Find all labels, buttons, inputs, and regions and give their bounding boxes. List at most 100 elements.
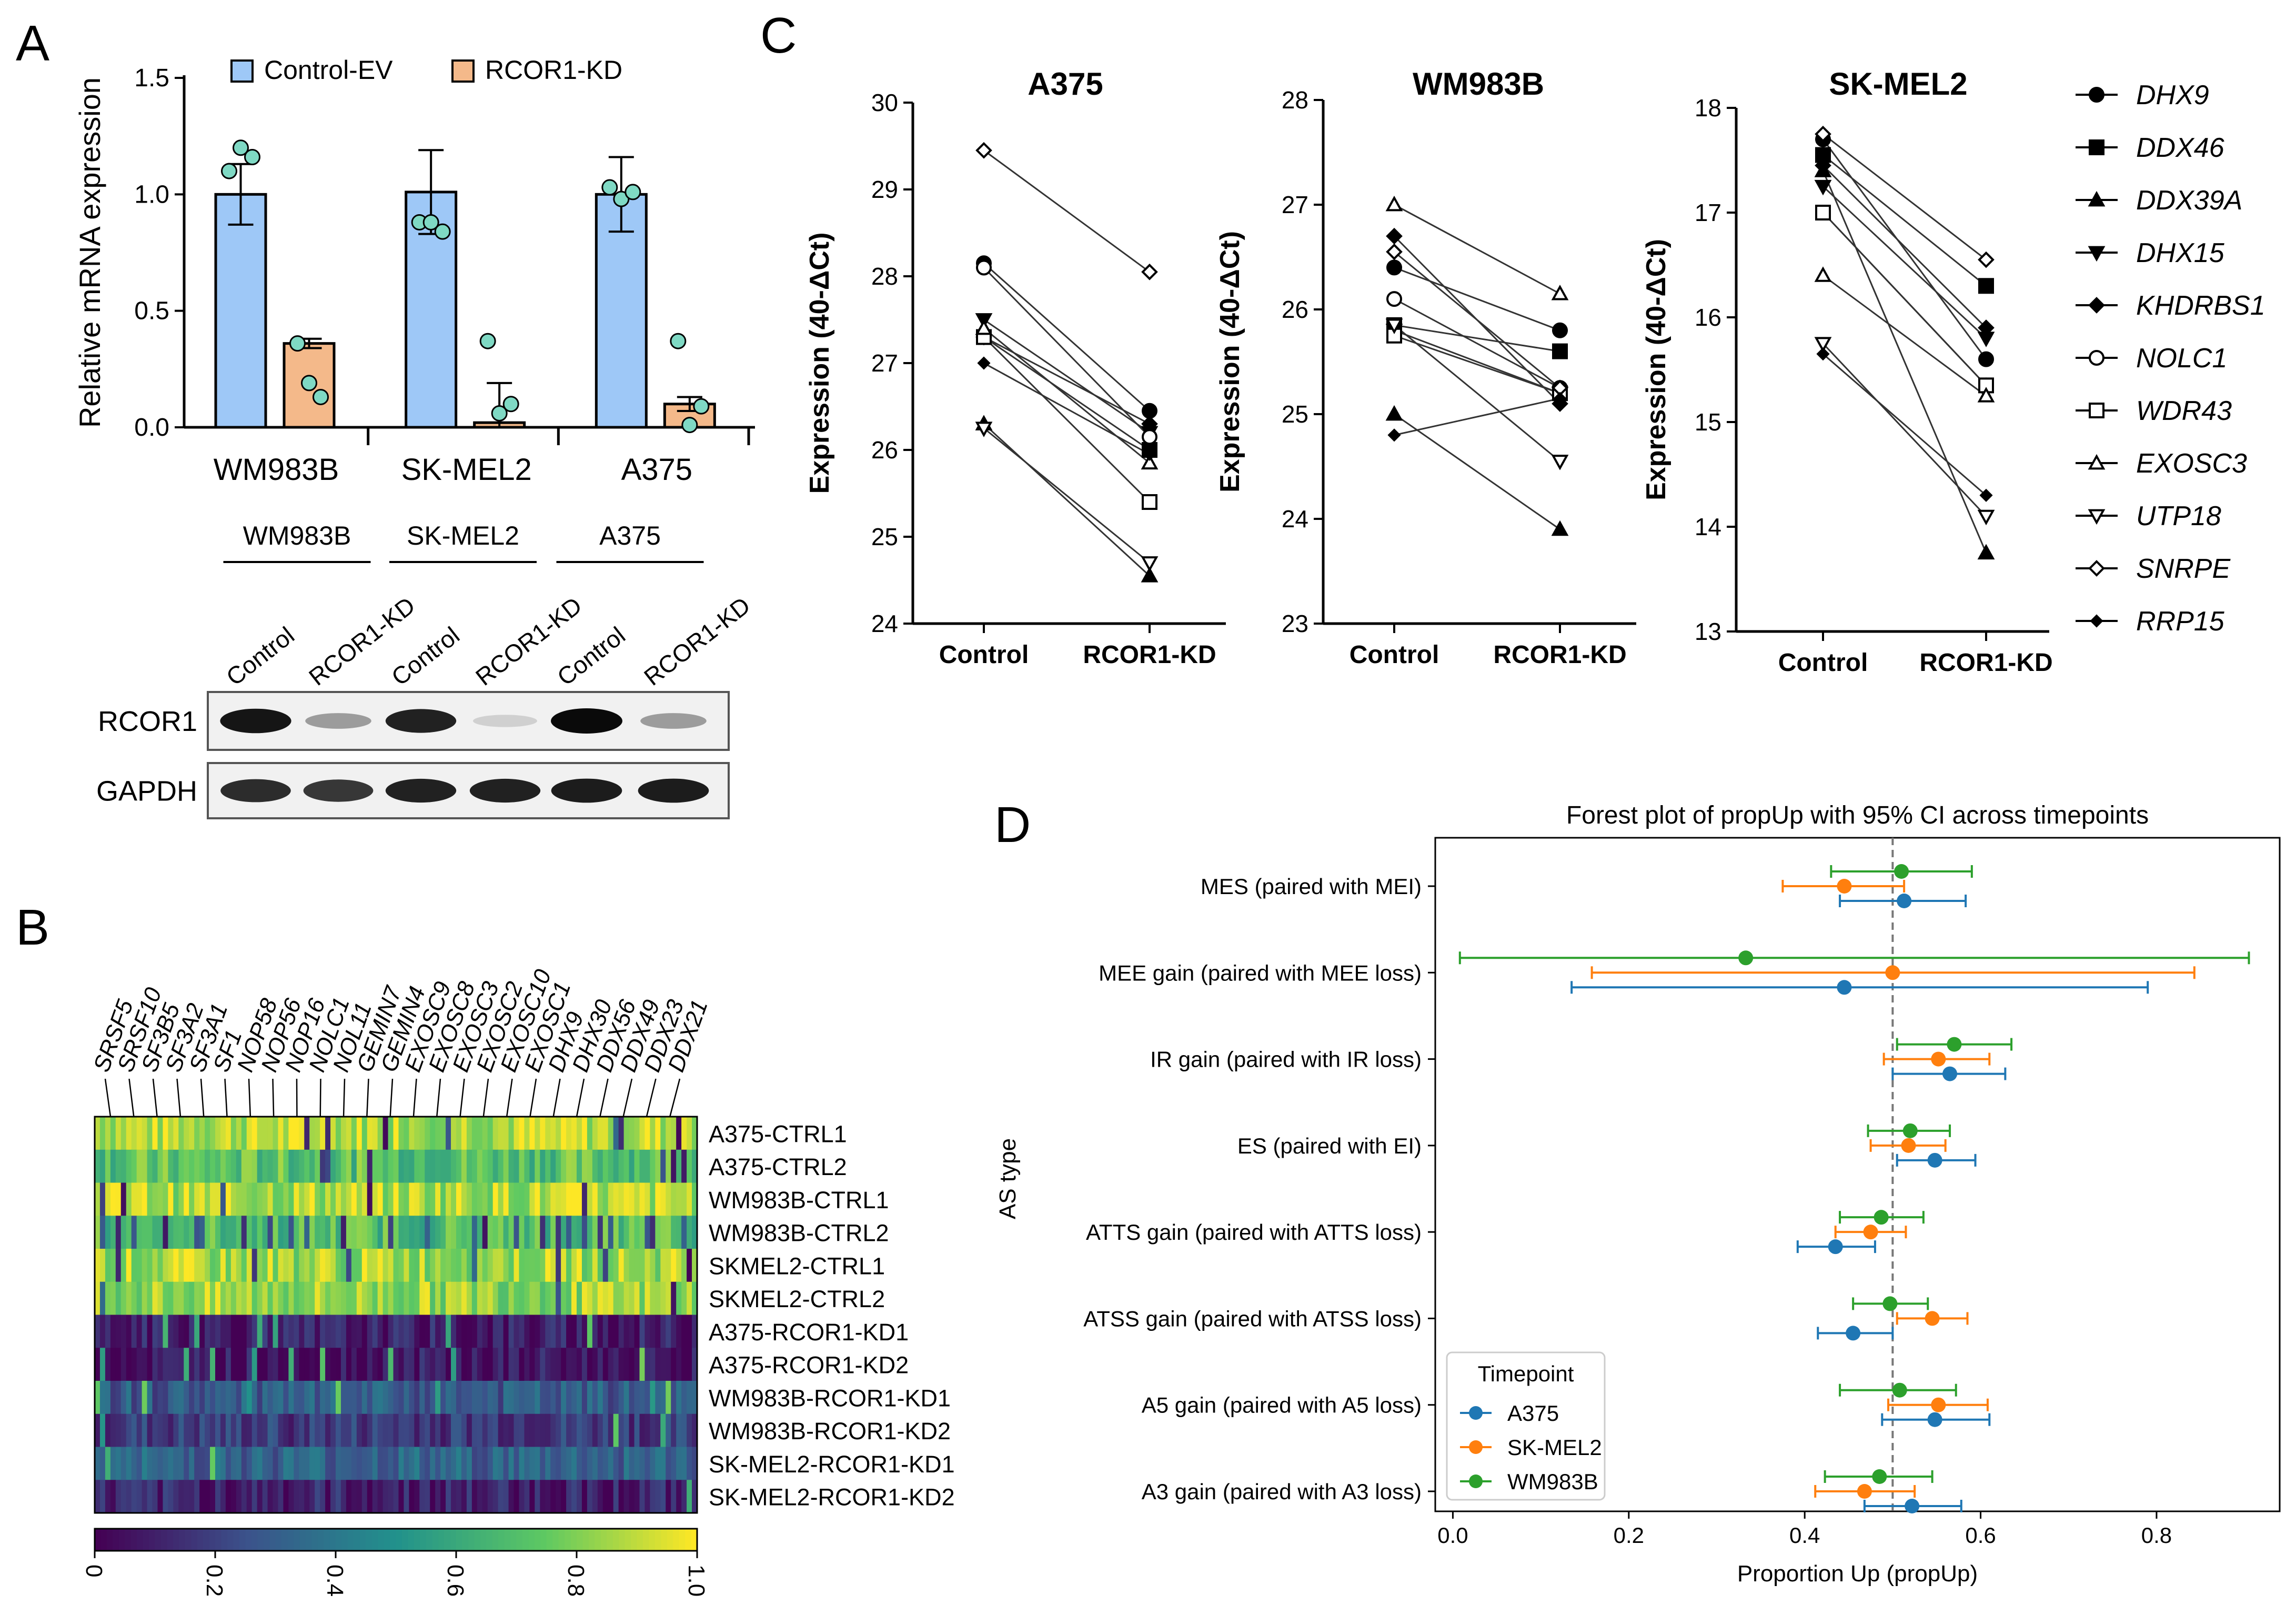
heatmap-cell <box>629 1281 635 1316</box>
heatmap-cell <box>451 1281 457 1316</box>
heatmap-cell <box>194 1216 200 1249</box>
data-point <box>479 333 496 349</box>
heatmap-cell <box>205 1480 210 1513</box>
heatmap-cell <box>398 1216 405 1249</box>
heatmap-cell <box>618 1348 625 1381</box>
colorbar-cell <box>691 1529 698 1551</box>
heatmap-cell <box>681 1315 687 1348</box>
heatmap-cell <box>361 1182 368 1216</box>
gene-leader-line <box>248 1078 251 1117</box>
heatmap-cell <box>639 1149 646 1183</box>
heatmap-cell <box>120 1315 127 1348</box>
heatmap-cell <box>215 1182 221 1216</box>
heatmap-cell <box>304 1315 310 1348</box>
heatmap-cell <box>540 1480 546 1513</box>
heatmap-cell <box>320 1315 326 1348</box>
heatmap-cell <box>99 1182 106 1216</box>
heatmap-cell <box>294 1149 299 1183</box>
heatmap-cell <box>687 1413 692 1448</box>
heatmap-cell <box>131 1447 137 1480</box>
heatmap-cell <box>157 1182 164 1216</box>
heatmap-cell <box>142 1315 148 1348</box>
heatmap-cell <box>278 1381 284 1415</box>
heatmap-cell <box>498 1149 504 1183</box>
heatmap-cell <box>535 1480 540 1513</box>
heatmap-cell <box>388 1480 394 1513</box>
heatmap-cell <box>336 1281 341 1316</box>
heatmap-cell <box>687 1182 692 1216</box>
heatmap-cell <box>178 1182 184 1216</box>
heatmap-cell <box>230 1381 237 1415</box>
heatmap-cell <box>660 1281 666 1316</box>
heatmap-cell <box>613 1413 619 1448</box>
heatmap-cell <box>236 1249 242 1282</box>
heatmap-cell <box>110 1117 116 1150</box>
panel-label-b: B <box>16 899 49 956</box>
heatmap-cell <box>126 1249 132 1282</box>
heatmap-cell <box>320 1249 326 1282</box>
heatmap-cell <box>577 1281 582 1316</box>
heatmap-cell <box>351 1281 357 1316</box>
heatmap-cell <box>503 1249 509 1282</box>
heatmap-cell <box>210 1447 216 1480</box>
heatmap-cell <box>503 1117 509 1150</box>
heatmap-cell <box>194 1281 200 1316</box>
legend-label: DDX39A <box>2136 185 2242 216</box>
heatmap-cell <box>425 1117 430 1150</box>
heatmap-cell <box>377 1281 384 1316</box>
heatmap-cell <box>377 1413 384 1448</box>
heatmap-cell <box>577 1447 582 1480</box>
heatmap-cell <box>676 1117 682 1150</box>
heatmap-cell <box>320 1447 326 1480</box>
heatmap-cell <box>498 1413 504 1448</box>
heatmap-cell <box>466 1249 472 1282</box>
heatmap-cell <box>513 1117 520 1150</box>
pair-line <box>1822 186 1987 339</box>
heatmap-cell <box>660 1249 666 1282</box>
heatmap-cell <box>571 1249 577 1282</box>
heatmap-cell <box>361 1149 368 1183</box>
heatmap-cell <box>435 1315 441 1348</box>
data-point <box>434 223 451 240</box>
heatmap-cell <box>278 1281 284 1316</box>
heatmap-cell <box>513 1182 520 1216</box>
heatmap-cell <box>446 1149 451 1183</box>
heatmap-cell <box>687 1249 692 1282</box>
heatmap-cell <box>409 1249 415 1282</box>
heatmap-cell <box>215 1117 221 1150</box>
heatmap-cell <box>142 1149 148 1183</box>
colorbar-cell <box>149 1529 156 1551</box>
heatmap-cell <box>220 1149 226 1183</box>
heatmap-cell <box>608 1348 614 1381</box>
heatmap-cell <box>409 1413 415 1448</box>
heatmap-cell <box>126 1315 132 1348</box>
estimate-point-a375 <box>1942 1066 1958 1081</box>
heatmap-border <box>94 1116 698 1514</box>
heatmap-cell <box>456 1149 462 1183</box>
heatmap-cell <box>336 1447 341 1480</box>
heatmap-cell <box>513 1348 520 1381</box>
heatmap-cell <box>142 1182 148 1216</box>
heatmap-cell <box>136 1117 143 1150</box>
lane-label: Control <box>221 621 299 691</box>
heatmap-cell <box>267 1216 274 1249</box>
heatmap-cell <box>487 1413 494 1448</box>
estimate-point-a375 <box>1897 894 1912 908</box>
heatmap-cell <box>320 1381 326 1415</box>
heatmap-cell <box>556 1381 561 1415</box>
heatmap-cell <box>315 1315 320 1348</box>
heatmap-cell <box>409 1117 415 1150</box>
heatmap-cell <box>561 1315 567 1348</box>
x-tick-label: SK-MEL2 <box>401 453 532 487</box>
heatmap-cell <box>115 1447 122 1480</box>
heatmap-cell <box>356 1216 362 1249</box>
heatmap-cell <box>618 1249 625 1282</box>
heatmap-cell <box>241 1447 247 1480</box>
heatmap-cell <box>618 1281 625 1316</box>
heatmap-cell <box>692 1216 698 1249</box>
heatmap-cell <box>325 1413 331 1448</box>
heatmap-cell <box>189 1447 195 1480</box>
heatmap-cell <box>634 1249 640 1282</box>
heatmap-cell <box>498 1216 504 1249</box>
